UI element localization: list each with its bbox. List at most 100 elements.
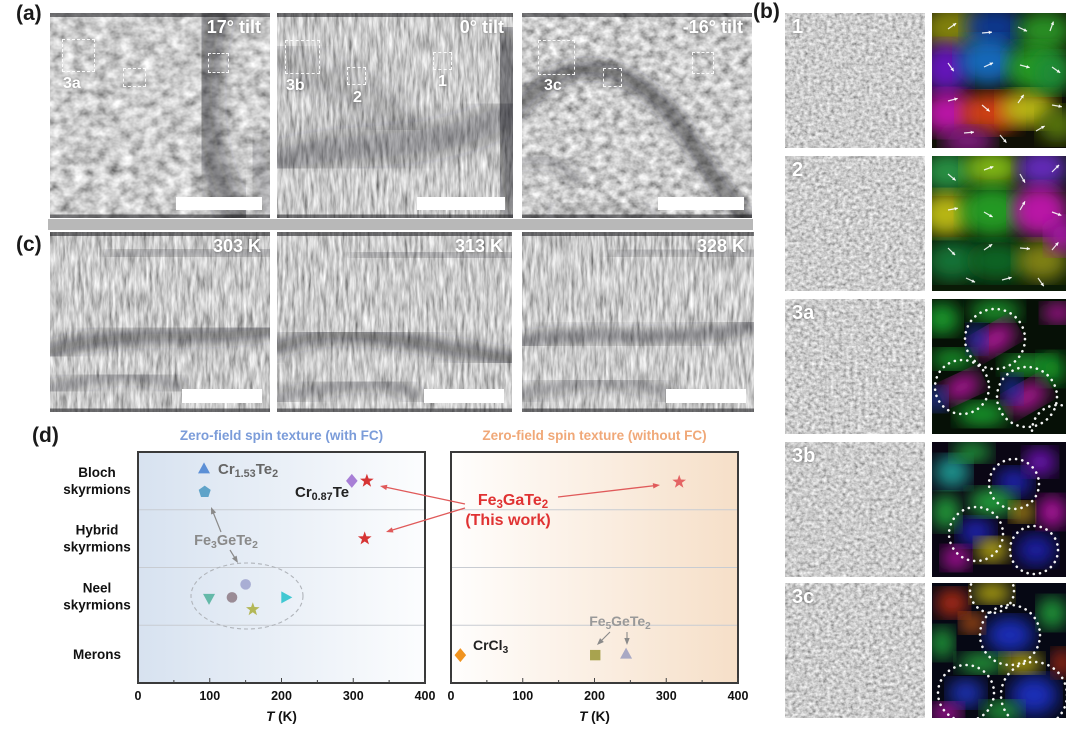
marker-diamond	[454, 648, 467, 663]
chart-annotation: Cr1.53Te2	[218, 461, 278, 480]
roi-box-label: 3b	[286, 77, 305, 94]
micrograph-art	[785, 583, 925, 718]
x-tick-label: 400	[728, 689, 749, 703]
marker-star	[672, 474, 686, 488]
magnetization-color-map	[932, 156, 1066, 291]
scale-bar	[182, 389, 262, 403]
chart-annotation: Fe5GeTe2	[589, 613, 651, 632]
dotted-circle-marker	[936, 663, 996, 718]
marker-circle	[240, 579, 251, 590]
spin-texture-map-3a	[932, 299, 1066, 434]
annotation-arrow	[381, 485, 466, 505]
chart-1: 0 100 200 300 400 T (K) Zero-field spin textur…	[380, 428, 748, 724]
roi-box-2	[347, 67, 366, 85]
dotted-circle-marker	[978, 603, 1042, 667]
tilt-label: 0° tilt	[459, 17, 504, 37]
row-label: 3c	[792, 586, 815, 608]
category-label: skyrmions	[63, 540, 131, 555]
marker-star	[360, 473, 374, 487]
micrograph-art	[277, 13, 513, 218]
zoom-gray-3b: 3b	[785, 442, 925, 577]
chart-annotation: Cr0.87Te	[295, 484, 349, 503]
category-label: skyrmions	[63, 597, 131, 612]
dotted-circle-marker	[1008, 524, 1060, 576]
roi-box-3b	[285, 40, 320, 74]
ltem-image-17deg: 17° tilt 3a	[50, 13, 270, 218]
chart-title: Zero-field spin texture (without FC)	[482, 428, 706, 443]
marker-triangle-up	[198, 462, 211, 474]
marker-square	[590, 649, 601, 661]
roi-box	[692, 52, 714, 74]
category-label: Bloch	[78, 465, 116, 480]
tilt-label: 17° tilt	[206, 17, 261, 37]
row-label: 1	[792, 16, 804, 38]
marker-star	[246, 602, 260, 616]
cluster-ellipse	[190, 562, 304, 630]
roi-box-3c	[538, 40, 575, 75]
micrograph-art	[785, 442, 925, 577]
micrograph-art	[522, 13, 752, 218]
marker-diamond	[346, 473, 358, 488]
zoom-gray-3c: 3c	[785, 583, 925, 718]
roi-box-label: 3a	[63, 75, 81, 92]
micrograph-art	[50, 232, 270, 412]
comparison-chart-panel: 0 100 200 300 400 T (K) Zero-field spin textur…	[30, 420, 770, 733]
scale-bar	[417, 197, 505, 210]
chart-title: Zero-field spin texture (with FC)	[180, 428, 383, 443]
marker-circle	[226, 592, 238, 603]
x-tick-label: 300	[343, 689, 364, 703]
chart-annotation: CrCl3	[473, 637, 509, 656]
dotted-circle-marker	[1030, 403, 1066, 434]
ltem-image-328K: 328 K	[522, 232, 754, 412]
category-label: Hybrid	[76, 523, 119, 538]
dotted-circle-marker	[963, 307, 1027, 371]
dotted-circle-marker	[947, 505, 1005, 563]
micrograph-art	[785, 299, 925, 434]
ltem-image-313K: 313 K	[277, 232, 512, 412]
panel-d-label: (d)	[32, 424, 59, 447]
x-tick-label: 300	[656, 689, 677, 703]
roi-box-label: 1	[438, 73, 447, 90]
chart-annotation: (This work)	[465, 512, 550, 529]
x-tick-label: 0	[448, 689, 455, 703]
panel-b-label: (b)	[753, 0, 780, 23]
row-label: 3b	[792, 445, 816, 467]
category-label: Merons	[73, 647, 121, 662]
category-label: skyrmions	[63, 482, 131, 497]
x-axis-label: T (K)	[266, 709, 297, 724]
tilt-label: -16° tilt	[682, 17, 743, 37]
dotted-circle-marker	[987, 457, 1041, 511]
magnetization-color-map	[932, 583, 1066, 718]
temperature-label: 313 K	[454, 236, 503, 256]
x-tick-label: 0	[135, 689, 142, 703]
panel-c-label: (c)	[16, 233, 42, 256]
row-label: 3a	[792, 302, 815, 324]
x-axis-label: T (K)	[579, 709, 610, 724]
temperature-label: 303 K	[212, 236, 261, 256]
marker-star	[357, 531, 372, 545]
x-tick-label: 200	[584, 689, 605, 703]
micrograph-art	[50, 13, 270, 218]
roi-box	[603, 68, 622, 87]
marker-pentagon	[198, 485, 211, 497]
roi-box-1	[433, 52, 452, 70]
chart-annotation: Fe3GeTe2	[194, 533, 258, 551]
x-tick-label: 100	[512, 689, 533, 703]
spin-texture-comparison-chart: 0 100 200 300 400 T (K) Zero-field spin textur…	[63, 428, 748, 724]
scale-bar	[666, 389, 746, 403]
ltem-image-minus16deg: -16° tilt 3c	[522, 13, 752, 218]
scale-bar	[658, 197, 744, 210]
dotted-circle-marker	[968, 583, 1016, 615]
magnetization-color-map	[932, 13, 1066, 148]
roi-box	[123, 68, 146, 87]
panel-a-label: (a)	[16, 2, 42, 25]
scale-bar	[424, 389, 504, 403]
dotted-circle-marker	[995, 365, 1059, 429]
roi-box-3a	[62, 39, 95, 72]
spin-texture-map-3c	[932, 583, 1066, 718]
annotation-arrow	[557, 484, 659, 498]
specimen-edge-band	[48, 219, 753, 230]
roi-box-label: 3c	[544, 77, 562, 94]
zoom-gray-3a: 3a	[785, 299, 925, 434]
